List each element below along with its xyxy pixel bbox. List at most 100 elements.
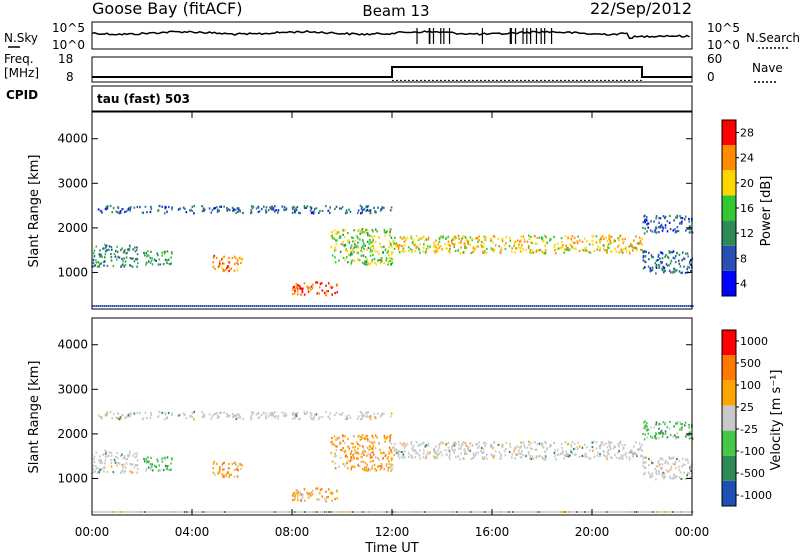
velocity-cell: [380, 451, 382, 454]
power-cell: [113, 252, 116, 256]
velocity-cell: [669, 434, 672, 437]
power-cell: [222, 305, 224, 307]
velocity-cell: [662, 511, 664, 513]
velocity-cell: [345, 415, 348, 418]
power-cell: [171, 208, 173, 211]
velocity-cell: [520, 456, 523, 459]
power-cell: [192, 305, 194, 307]
velocity-cell: [110, 458, 112, 462]
velocity-cell: [92, 458, 95, 461]
power-cell: [425, 238, 428, 241]
power-cell: [416, 245, 418, 248]
velocity-cell: [570, 445, 573, 448]
velocity-cell: [310, 413, 313, 416]
power-cell: [683, 257, 686, 260]
velocity-cell: [503, 450, 506, 453]
power-cell: [360, 305, 362, 307]
power-cell: [530, 235, 532, 239]
power-cell: [146, 255, 148, 258]
velocity-cell: [351, 465, 353, 468]
power-cell: [212, 256, 215, 259]
velocity-cell: [676, 457, 678, 461]
velocity-cell: [366, 511, 368, 513]
velocity-cell: [356, 511, 358, 513]
velocity-cell: [222, 511, 224, 513]
power-cell: [250, 205, 253, 208]
velocity-cell: [464, 450, 466, 453]
velocity-cell: [234, 414, 237, 417]
power-cell: [669, 228, 672, 231]
velocity-cell: [453, 444, 456, 447]
power-cell: [544, 249, 547, 252]
velocity-cell: [131, 463, 134, 466]
velocity-cell: [560, 511, 562, 513]
velocity-cell: [492, 454, 495, 457]
power-cell: [105, 205, 108, 209]
power-cell: [417, 238, 420, 241]
power-cell: [360, 229, 362, 232]
power-cell: [382, 251, 385, 254]
colorbar-tick-label: 25: [740, 401, 754, 414]
velocity-cell: [196, 511, 198, 513]
velocity-cell: [127, 454, 130, 457]
velocity-cell: [126, 511, 128, 513]
velocity-cell: [214, 412, 216, 416]
velocity-cell: [188, 511, 190, 513]
velocity-cell: [344, 449, 347, 453]
velocity-cell: [558, 511, 560, 513]
power-cell: [384, 234, 386, 237]
velocity-cell: [457, 454, 460, 458]
power-cell: [235, 257, 237, 260]
velocity-cell: [685, 458, 687, 461]
power-cell: [669, 214, 671, 218]
velocity-cell: [448, 511, 450, 513]
velocity-cell: [413, 450, 416, 453]
power-cell: [424, 239, 427, 242]
velocity-cell: [485, 453, 488, 457]
power-cell: [262, 305, 264, 307]
power-cell: [201, 210, 204, 213]
velocity-cell: [567, 442, 570, 445]
velocity-cell: [484, 511, 486, 513]
freq-label-line1: Freq.: [4, 52, 34, 66]
power-cell: [478, 239, 480, 242]
velocity-cell: [111, 417, 114, 420]
velocity-cell: [480, 511, 482, 513]
power-cell: [352, 305, 354, 307]
velocity-cell: [661, 467, 664, 470]
power-cell: [621, 238, 624, 241]
velocity-cell: [650, 511, 652, 513]
power-cell: [530, 251, 533, 254]
power-cell: [364, 244, 367, 247]
velocity-cell: [658, 469, 660, 473]
velocity-cell: [618, 444, 620, 447]
velocity-cell: [608, 511, 610, 513]
power-cell: [369, 211, 372, 215]
velocity-cell: [368, 511, 370, 513]
velocity-cell: [269, 412, 271, 415]
power-cell: [144, 305, 146, 307]
velocity-cell: [149, 462, 152, 466]
power-cell: [393, 242, 395, 246]
velocity-cell: [411, 456, 413, 459]
power-cell: [576, 242, 579, 245]
velocity-cell: [228, 414, 231, 418]
power-cell: [383, 228, 386, 232]
velocity-cell: [136, 468, 139, 471]
power-cell: [664, 305, 666, 307]
power-cell: [670, 305, 672, 307]
velocity-cell: [146, 461, 148, 464]
power-cell: [659, 226, 661, 229]
power-cell: [301, 290, 304, 294]
power-cell: [449, 244, 451, 248]
power-cell: [391, 261, 394, 264]
power-cell: [218, 305, 220, 307]
velocity-ylabel: Slant Range [km]: [27, 361, 42, 474]
power-cell: [418, 237, 420, 240]
velocity-cell: [150, 411, 152, 414]
power-cell: [312, 305, 314, 307]
velocity-cell: [518, 511, 520, 513]
velocity-cell: [260, 413, 263, 417]
velocity-cell: [674, 437, 677, 440]
power-cell: [592, 234, 595, 237]
